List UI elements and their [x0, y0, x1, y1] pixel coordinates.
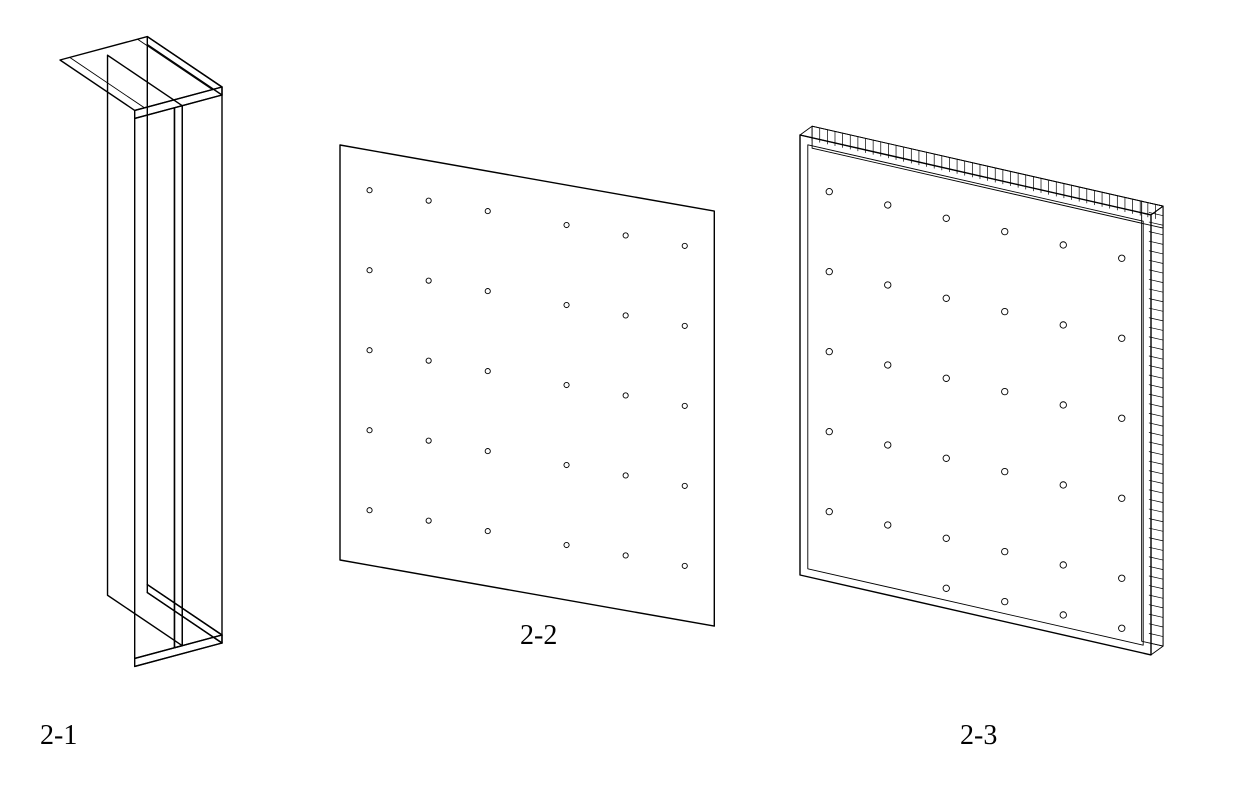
figure-canvas: 2-1 2-2 2-3 [0, 0, 1239, 789]
label-2-1: 2-1 [40, 720, 77, 752]
label-2-3: 2-3 [960, 720, 997, 752]
diagram-svg [0, 0, 1239, 789]
label-2-2: 2-2 [520, 620, 557, 652]
